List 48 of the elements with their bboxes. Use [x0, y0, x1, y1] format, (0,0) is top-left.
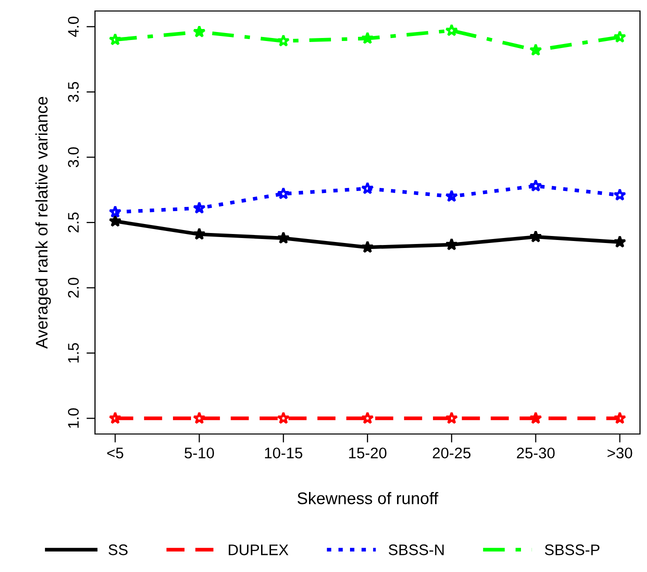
- y-tick-label: 3.0: [68, 147, 79, 168]
- y-tick-label: 1.0: [68, 408, 79, 428]
- point: [529, 44, 542, 56]
- point: [613, 30, 626, 43]
- point: [277, 412, 290, 424]
- x-tick-label: >30: [608, 448, 632, 458]
- y-tick-label: 2.0: [68, 278, 79, 298]
- point: [529, 412, 542, 424]
- y-tick-label: 1.5: [68, 343, 79, 363]
- x-tick-label: 25-30: [516, 448, 555, 458]
- x-tick-label: 5-10: [184, 448, 214, 458]
- point: [361, 32, 374, 44]
- point: [108, 412, 122, 424]
- point: [277, 232, 290, 244]
- point: [529, 179, 542, 192]
- point: [361, 182, 374, 194]
- legend-label: SS: [108, 544, 128, 556]
- point: [445, 412, 458, 424]
- point: [192, 201, 206, 214]
- point: [108, 205, 122, 218]
- y-tick-label: 2.5: [68, 212, 79, 232]
- point: [108, 33, 122, 46]
- point: [445, 24, 458, 36]
- x-tick-label: 15-20: [349, 448, 386, 458]
- point: [445, 238, 458, 250]
- legend-label: SBSS-P: [544, 544, 600, 556]
- legend-label: DUPLEX: [228, 544, 288, 556]
- y-axis-title: Averaged rank of relative variance: [35, 96, 51, 349]
- point: [361, 240, 374, 253]
- point: [277, 187, 290, 200]
- x-tick-label: 10-15: [265, 448, 302, 458]
- point: [445, 190, 458, 202]
- point: [108, 214, 122, 227]
- point: [613, 235, 626, 248]
- point: [613, 188, 626, 201]
- point: [192, 228, 206, 240]
- legend-label: SBSS-N: [388, 544, 444, 556]
- point: [192, 25, 206, 38]
- point: [277, 34, 290, 47]
- point: [192, 412, 206, 424]
- y-tick-label: 3.5: [68, 82, 79, 102]
- x-tick-label: <5: [107, 448, 124, 458]
- y-tick-label: 4.0: [68, 16, 79, 37]
- point: [361, 412, 374, 424]
- point: [529, 230, 542, 242]
- point: [613, 412, 626, 424]
- x-axis-title: Skewness of runoff: [298, 492, 438, 504]
- x-tick-label: 20-25: [432, 448, 471, 458]
